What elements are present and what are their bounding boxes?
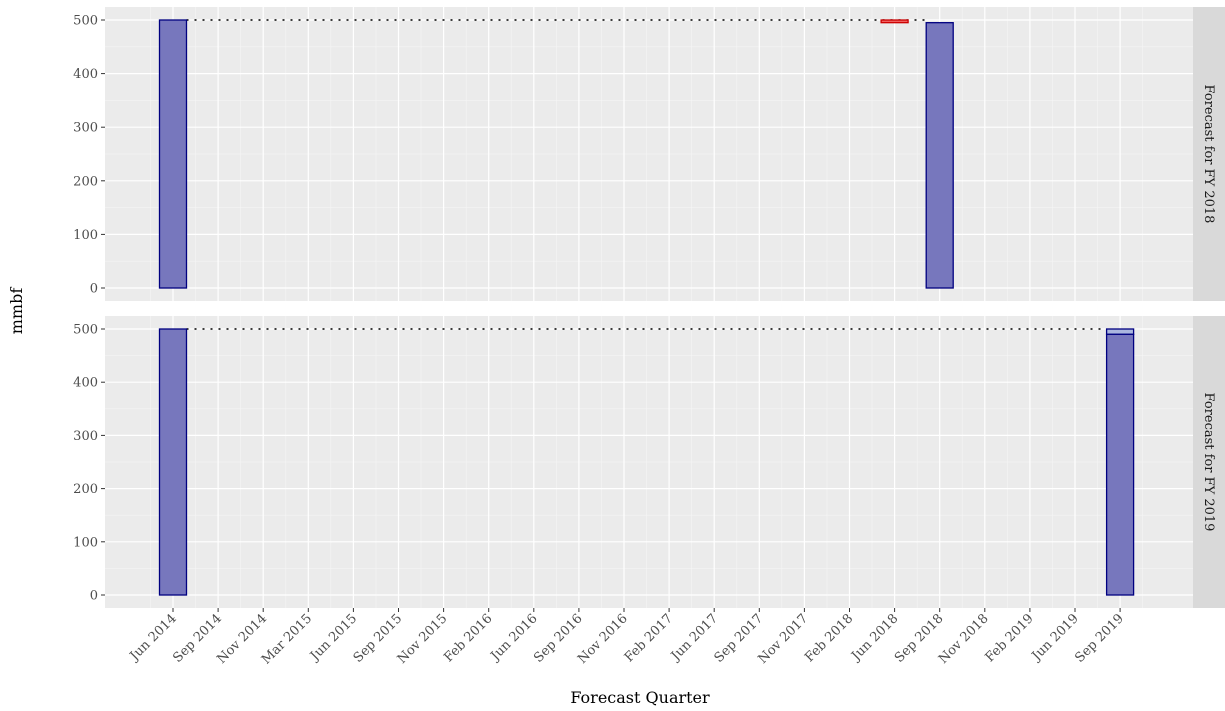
y-tick-label: 400	[73, 67, 98, 82]
y-axis-title: mmbf	[7, 287, 26, 335]
x-tick-label: Feb 2016	[441, 611, 495, 665]
y-tick-label: 500	[73, 323, 98, 338]
facet-strip	[1193, 7, 1225, 301]
facet-strip-label: Forecast for FY 2019	[1201, 393, 1216, 532]
facet-panel-2: 0 100 200 300 400 500 Forecast for FY 2019	[73, 316, 1225, 608]
x-tick-label: Feb 2018	[802, 611, 856, 665]
y-tick-label: 200	[73, 482, 98, 497]
x-tick-label: Feb 2017	[622, 611, 676, 665]
bar-total	[925, 22, 954, 289]
bar-total	[1105, 333, 1135, 596]
bar-total	[158, 19, 188, 289]
facet-strip-label: Forecast for FY 2018	[1201, 85, 1216, 224]
facet-strip	[1193, 316, 1225, 608]
x-tick-label: Nov 2015	[395, 611, 451, 667]
y-tick-label: 300	[73, 121, 98, 136]
x-axis-title: Forecast Quarter	[570, 688, 710, 707]
y-tick-label: 400	[73, 376, 98, 391]
x-tick-label: Nov 2017	[756, 611, 812, 667]
x-tick-label: Sep 2019	[1072, 611, 1127, 666]
y-tick-label: 200	[73, 174, 98, 189]
y-tick-label: 100	[73, 228, 98, 243]
facet-panels: 0 100 200 300 400 500 Forecast for FY 2018 0 100…	[73, 7, 1225, 667]
y-tick-label: 500	[73, 14, 98, 29]
y-tick-label: 300	[73, 429, 98, 444]
x-tick-label: Nov 2016	[575, 611, 631, 667]
bar-total	[158, 328, 188, 596]
bar-decrease	[880, 19, 909, 24]
bar-change-light	[1105, 328, 1135, 335]
x-tick-label: Nov 2018	[936, 611, 992, 667]
y-tick-label: 100	[73, 535, 98, 550]
facet-panel-1: 0 100 200 300 400 500 Forecast for FY 2018	[73, 7, 1225, 301]
x-tick-label: Feb 2019	[983, 611, 1037, 665]
y-tick-label: 0	[90, 589, 98, 604]
y-tick-label: 0	[90, 282, 98, 297]
